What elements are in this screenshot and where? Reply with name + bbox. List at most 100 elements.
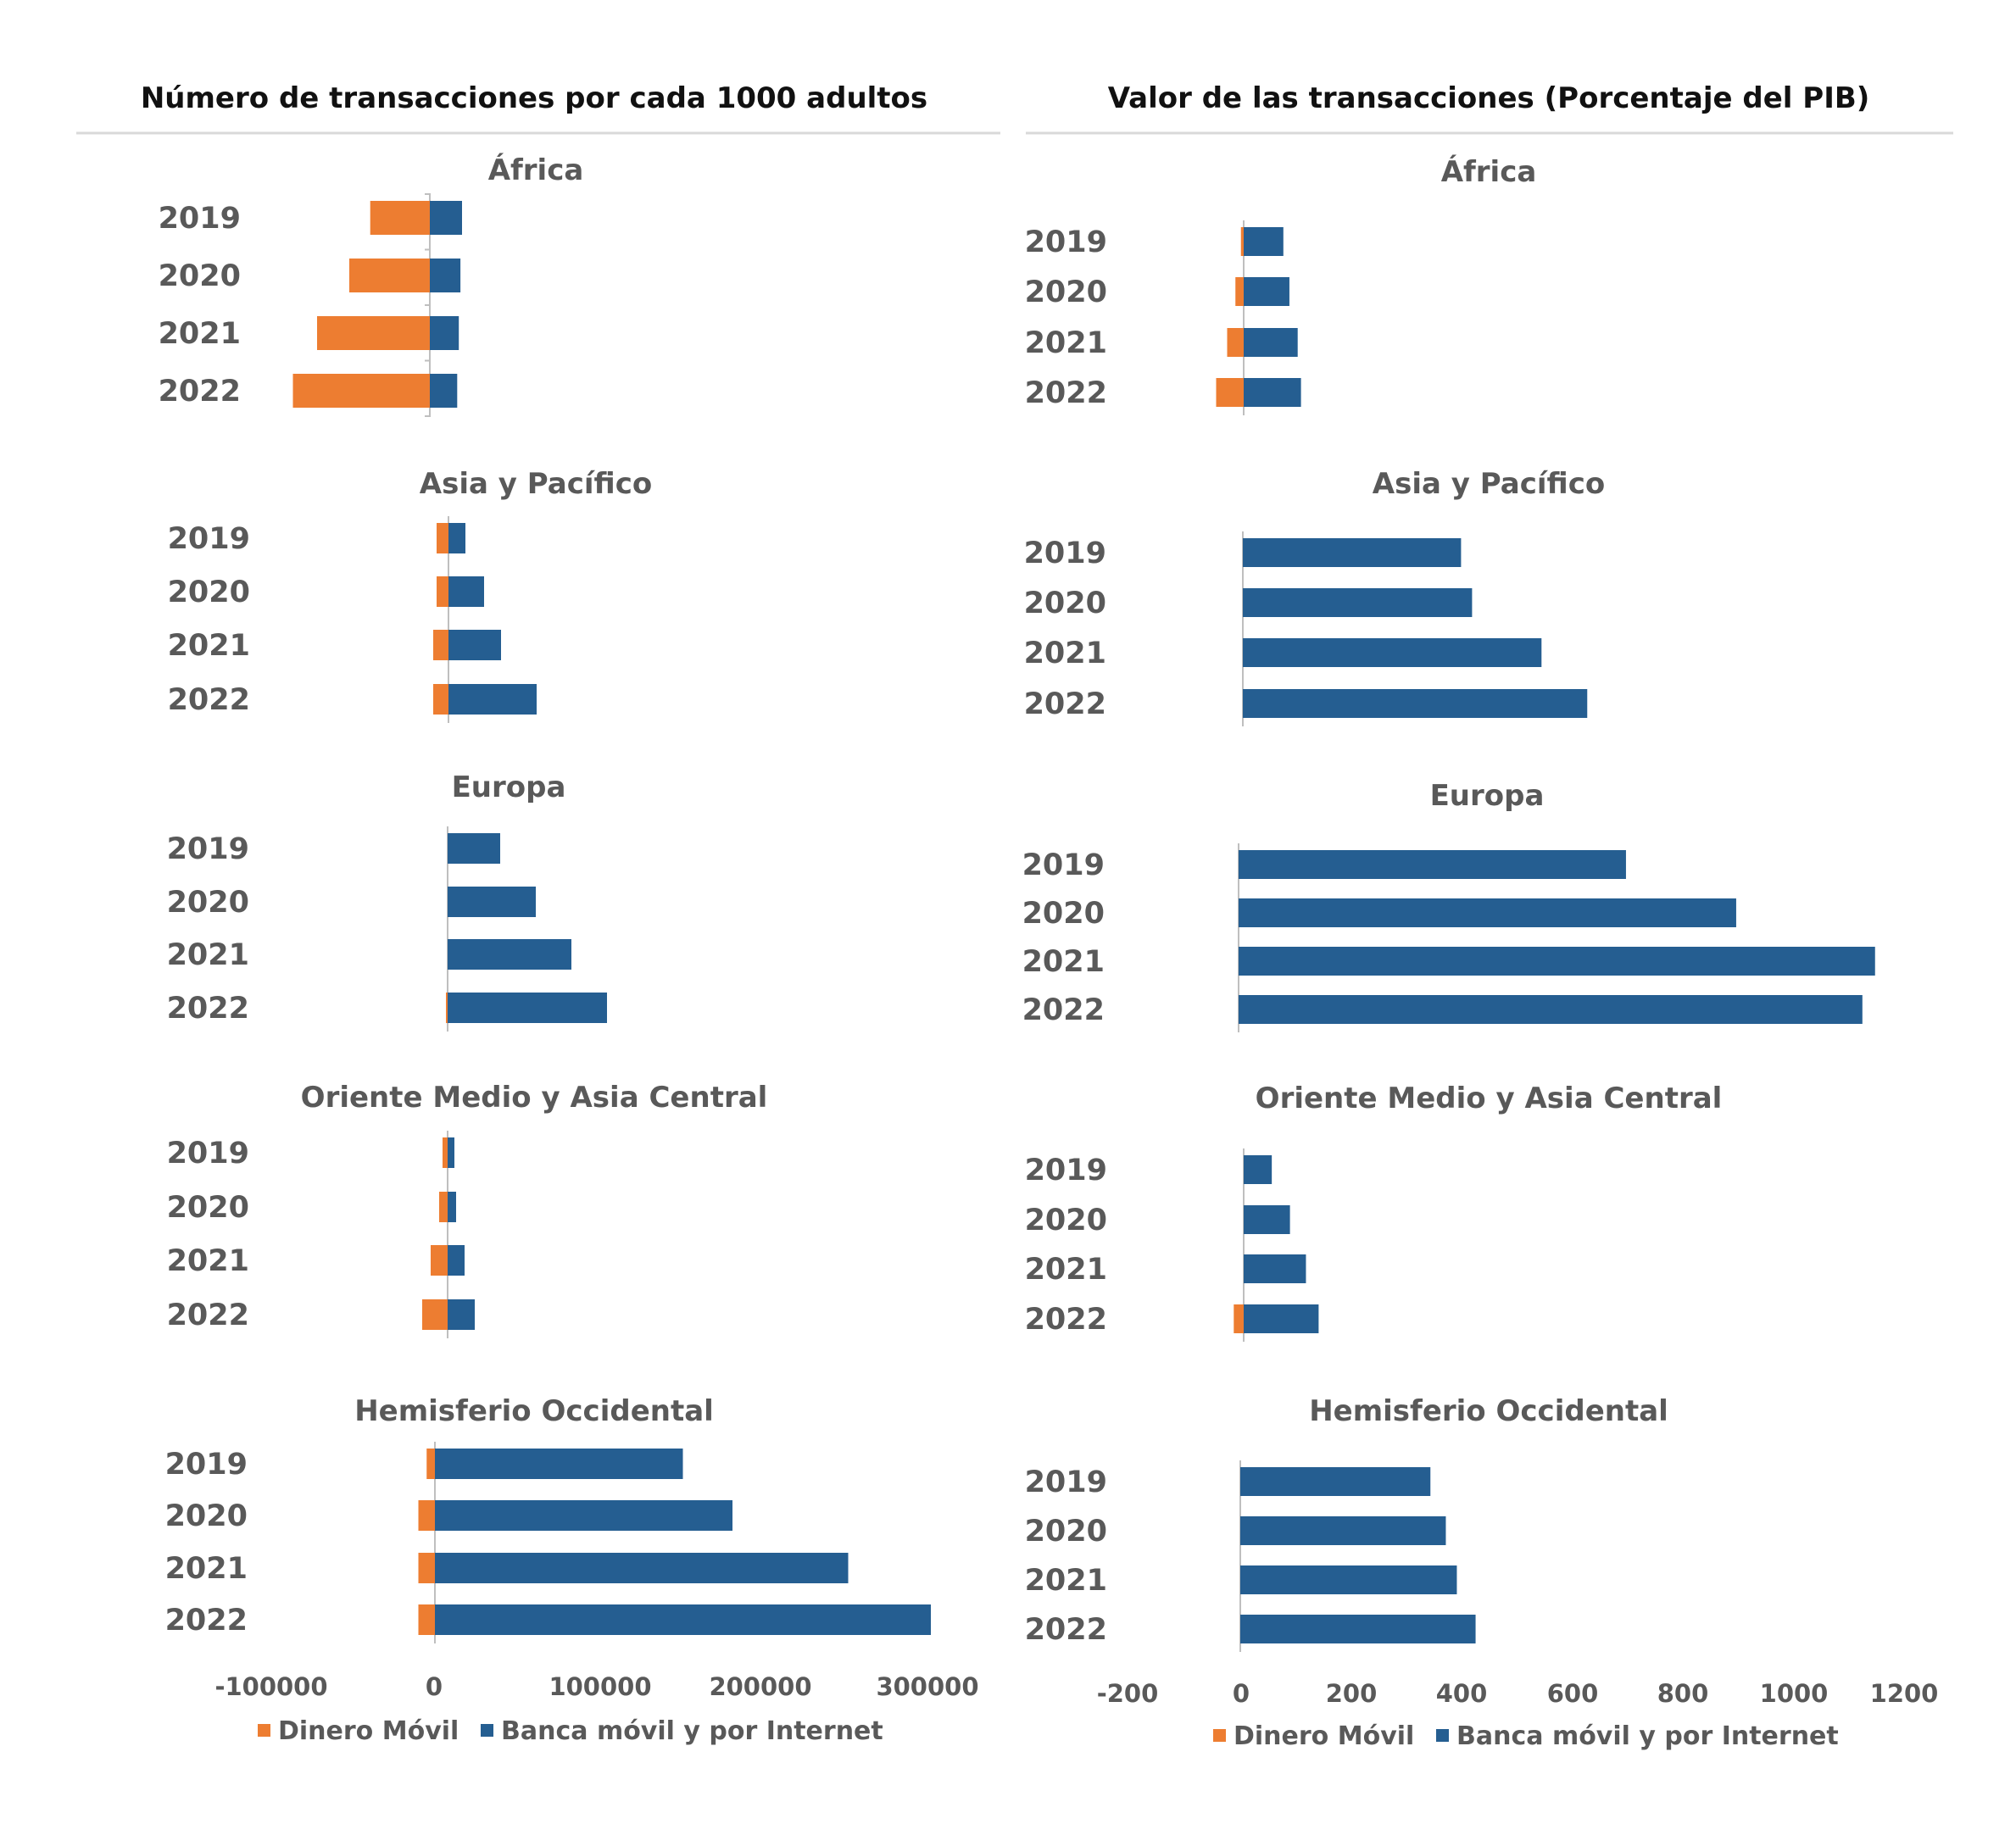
bar-banca-movil-internet bbox=[435, 1500, 732, 1531]
year-label: 2020 bbox=[1024, 587, 1106, 620]
bar-banca-movil-internet bbox=[1239, 898, 1736, 927]
region-oriente-medio-y-asia-central: Oriente Medio y Asia Central 2019 2020 2021… bbox=[1025, 1082, 1723, 1342]
region-title: Asia y Pacífico bbox=[420, 467, 652, 501]
region-hemisferio-occidental: Hemisferio Occidental 2019 2020 2021 2022 bbox=[165, 1394, 931, 1643]
bar-banca-movil-internet bbox=[448, 630, 501, 660]
year-label: 2021 bbox=[168, 629, 250, 663]
bar-banca-movil-internet bbox=[448, 1299, 475, 1330]
bar-banca-movil-internet bbox=[448, 576, 484, 607]
bar-dinero-movil bbox=[431, 1245, 448, 1276]
bar-dinero-movil bbox=[433, 630, 448, 660]
region-title: Europa bbox=[1430, 779, 1545, 813]
x-tick-label: 100000 bbox=[549, 1672, 651, 1701]
bar-banca-movil-internet bbox=[448, 939, 571, 970]
region-title: Hemisferio Occidental bbox=[1309, 1394, 1668, 1428]
bar-dinero-movil bbox=[418, 1604, 435, 1635]
year-label: 2020 bbox=[168, 576, 250, 609]
bar-banca-movil-internet bbox=[1243, 638, 1542, 667]
year-label: 2019 bbox=[1025, 1465, 1107, 1499]
bar-dinero-movil bbox=[433, 684, 448, 715]
legend-swatch-dinero-movil bbox=[258, 1724, 270, 1737]
bar-dinero-movil bbox=[1234, 1304, 1244, 1333]
year-label: 2019 bbox=[1025, 225, 1107, 259]
year-label: 2020 bbox=[159, 259, 241, 293]
region-title: África bbox=[488, 153, 584, 187]
bar-dinero-movil bbox=[437, 523, 448, 553]
bar-dinero-movil bbox=[422, 1299, 448, 1330]
bar-dinero-movil bbox=[437, 576, 448, 607]
bar-banca-movil-internet bbox=[1243, 538, 1462, 567]
x-tick-label: -200 bbox=[1097, 1679, 1159, 1708]
year-label: 2019 bbox=[1024, 537, 1106, 570]
year-label: 2020 bbox=[165, 1499, 248, 1533]
year-label: 2021 bbox=[167, 938, 249, 972]
bar-banca-movil-internet bbox=[448, 887, 536, 917]
year-label: 2019 bbox=[167, 832, 249, 866]
bar-banca-movil-internet bbox=[1239, 850, 1626, 879]
bar-banca-movil-internet bbox=[1239, 947, 1875, 976]
region-title: Hemisferio Occidental bbox=[354, 1394, 714, 1428]
region-title: Oriente Medio y Asia Central bbox=[1256, 1082, 1723, 1115]
year-label: 2021 bbox=[1022, 945, 1105, 979]
region-asia-y-pacifico: Asia y Pacífico 2019 2020 2021 2022 bbox=[168, 467, 652, 723]
x-tick-label: 200000 bbox=[709, 1672, 811, 1701]
year-label: 2022 bbox=[167, 1298, 249, 1332]
bar-dinero-movil bbox=[418, 1553, 435, 1583]
year-label: 2022 bbox=[1025, 1613, 1107, 1647]
year-label: 2019 bbox=[159, 202, 241, 236]
x-tick-label: 1000 bbox=[1760, 1679, 1829, 1708]
x-tick-label: 800 bbox=[1657, 1679, 1709, 1708]
panel-title: Número de transacciones por cada 1000 ad… bbox=[141, 81, 927, 115]
bar-banca-movil-internet bbox=[1244, 227, 1284, 256]
bar-banca-movil-internet bbox=[1244, 378, 1301, 407]
year-label: 2020 bbox=[1022, 897, 1105, 931]
x-tick-label: 300000 bbox=[876, 1672, 978, 1701]
bar-dinero-movil bbox=[349, 259, 430, 292]
year-label: 2022 bbox=[1022, 993, 1105, 1027]
year-label: 2019 bbox=[1025, 1154, 1107, 1187]
bar-dinero-movil bbox=[1235, 277, 1244, 306]
bar-banca-movil-internet bbox=[435, 1553, 849, 1583]
panel-title: Valor de las transacciones (Porcentaje d… bbox=[1108, 81, 1870, 115]
legend-label: Banca móvil y por Internet bbox=[1456, 1721, 1839, 1751]
year-label: 2019 bbox=[165, 1448, 248, 1482]
bar-banca-movil-internet bbox=[1244, 1155, 1273, 1184]
bar-dinero-movil bbox=[443, 1137, 448, 1168]
region-africa: África 2019 2020 2021 2022 bbox=[159, 153, 584, 417]
bar-banca-movil-internet bbox=[435, 1604, 931, 1635]
region-title: África bbox=[1441, 154, 1537, 189]
bar-banca-movil-internet bbox=[448, 833, 500, 864]
year-label: 2020 bbox=[1025, 275, 1107, 309]
legend-label: Dinero Móvil bbox=[278, 1716, 459, 1746]
bar-dinero-movil bbox=[1240, 227, 1244, 256]
right-panel-value-percent-gdp: Valor de las transacciones (Porcentaje d… bbox=[1022, 81, 1953, 1751]
year-label: 2021 bbox=[167, 1244, 249, 1278]
year-label: 2021 bbox=[1025, 1564, 1107, 1598]
legend-swatch-banca-movil-internet bbox=[481, 1724, 493, 1737]
bar-banca-movil-internet bbox=[1239, 995, 1863, 1024]
region-title: Oriente Medio y Asia Central bbox=[301, 1081, 768, 1115]
year-label: 2020 bbox=[1025, 1515, 1107, 1549]
bar-banca-movil-internet bbox=[448, 993, 607, 1023]
bar-banca-movil-internet bbox=[435, 1449, 683, 1479]
year-label: 2022 bbox=[159, 375, 241, 409]
year-label: 2021 bbox=[165, 1552, 248, 1586]
year-label: 2022 bbox=[167, 992, 249, 1026]
bar-dinero-movil bbox=[426, 1449, 435, 1479]
year-label: 2019 bbox=[167, 1137, 249, 1171]
x-tick-label: 200 bbox=[1326, 1679, 1378, 1708]
legend-label: Banca móvil y por Internet bbox=[501, 1716, 883, 1746]
bar-banca-movil-internet bbox=[1240, 1565, 1457, 1594]
region-title: Asia y Pacífico bbox=[1373, 467, 1605, 501]
year-label: 2022 bbox=[1025, 376, 1107, 410]
legend-label: Dinero Móvil bbox=[1234, 1721, 1414, 1751]
year-label: 2019 bbox=[1022, 848, 1105, 882]
region-asia-y-pacifico: Asia y Pacífico 2019 2020 2021 2022 bbox=[1024, 467, 1605, 726]
region-europa: Europa 2019 2020 2021 2022 bbox=[167, 770, 607, 1032]
bar-banca-movil-internet bbox=[430, 201, 462, 235]
bar-banca-movil-internet bbox=[430, 374, 458, 408]
bar-banca-movil-internet bbox=[1243, 588, 1473, 617]
bar-banca-movil-internet bbox=[1244, 328, 1298, 357]
bar-dinero-movil bbox=[1216, 378, 1244, 407]
year-label: 2021 bbox=[1024, 637, 1106, 670]
